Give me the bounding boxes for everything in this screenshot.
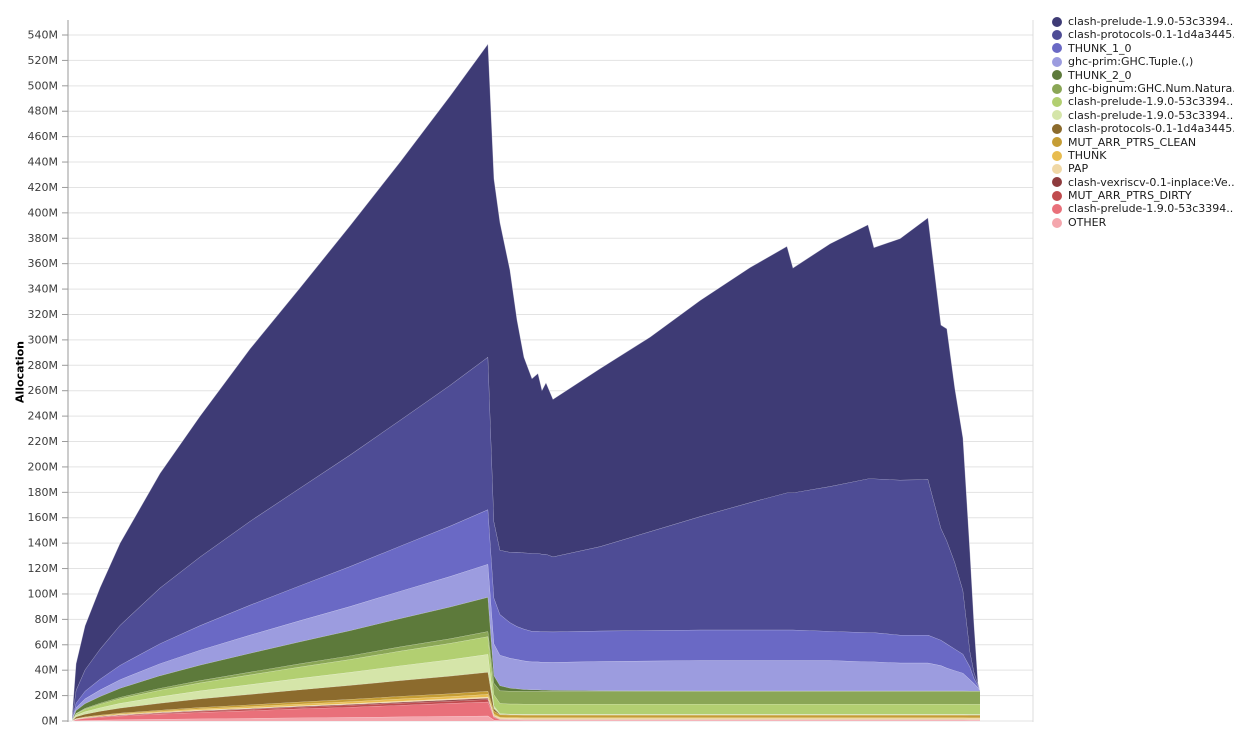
area-series-7	[72, 654, 980, 721]
area-top-edge	[71, 42, 981, 718]
y-tick-label: 540M	[28, 29, 59, 42]
y-tick-label: 380M	[28, 232, 59, 245]
y-tick-label: 280M	[28, 359, 59, 372]
legend-item: PAP	[1052, 162, 1234, 175]
y-tick-label: 240M	[28, 410, 59, 423]
y-tick-label: 340M	[28, 283, 59, 296]
legend-label: MUT_ARR_PTRS_CLEAN	[1068, 135, 1197, 149]
legend-swatch-icon	[1052, 123, 1062, 134]
y-tick-label: 260M	[28, 384, 59, 397]
legend-label: OTHER	[1068, 215, 1107, 229]
legend-swatch-icon	[1052, 177, 1062, 188]
legend-item: clash-prelude-1.9.0-53c3394...	[1052, 202, 1234, 215]
legend-swatch-icon	[1052, 163, 1062, 174]
y-tick-label: 140M	[28, 537, 59, 550]
legend: clash-prelude-1.9.0-53c3394... clash-prot…	[1052, 15, 1234, 229]
area-series-15	[72, 715, 980, 721]
area-series-0	[72, 43, 980, 719]
legend-item: clash-prelude-1.9.0-53c3394...	[1052, 15, 1234, 28]
area-series-4	[72, 597, 980, 721]
y-tick-label: 80M	[35, 613, 59, 626]
y-tick-label: 500M	[28, 79, 59, 92]
legend-item: THUNK_2_0	[1052, 69, 1234, 82]
legend-label: THUNK_2_0	[1068, 68, 1132, 82]
legend-item: OTHER	[1052, 216, 1234, 229]
legend-item: clash-prelude-1.9.0-53c3394...	[1052, 109, 1234, 122]
legend-label: clash-prelude-1.9.0-53c3394...	[1068, 108, 1234, 122]
legend-label: MUT_ARR_PTRS_DIRTY	[1068, 189, 1192, 203]
legend-swatch-icon	[1052, 56, 1062, 67]
y-tick-label: 180M	[28, 486, 59, 499]
legend-label: clash-prelude-1.9.0-53c3394...	[1068, 95, 1234, 109]
legend-item: clash-prelude-1.9.0-53c3394...	[1052, 95, 1234, 108]
legend-item: THUNK	[1052, 149, 1234, 162]
legend-swatch-icon	[1052, 110, 1062, 121]
legend-swatch-icon	[1052, 204, 1062, 215]
legend-label: PAP	[1068, 162, 1089, 176]
legend-swatch-icon	[1052, 217, 1062, 228]
y-tick-label: 220M	[28, 435, 59, 448]
y-tick-label: 320M	[28, 308, 59, 321]
y-tick-label: 360M	[28, 257, 59, 270]
y-tick-label: 520M	[28, 54, 59, 67]
legend-label: ghc-bignum:GHC.Num.Natura...	[1068, 81, 1234, 95]
area-series-6	[72, 636, 980, 721]
area-series-5	[72, 631, 980, 721]
legend-item: ghc-prim:GHC.Tuple.(,)	[1052, 55, 1234, 68]
y-tick-label: 20M	[35, 689, 59, 702]
y-tick-label: 460M	[28, 130, 59, 143]
area-series-1	[72, 357, 980, 720]
area-series-9	[72, 691, 980, 721]
legend-item: THUNK_1_0	[1052, 42, 1234, 55]
legend-item: ghc-bignum:GHC.Num.Natura...	[1052, 82, 1234, 95]
legend-swatch-icon	[1052, 43, 1062, 54]
legend-item: clash-protocols-0.1-1d4a3445...	[1052, 122, 1234, 135]
area-series-2	[72, 509, 980, 720]
legend-swatch-icon	[1052, 30, 1062, 41]
legend-item: MUT_ARR_PTRS_DIRTY	[1052, 189, 1234, 202]
y-tick-label: 40M	[35, 664, 59, 677]
legend-label: clash-protocols-0.1-1d4a3445...	[1068, 28, 1234, 42]
y-tick-label: 440M	[28, 156, 59, 169]
legend-label: THUNK	[1068, 148, 1107, 162]
legend-swatch-icon	[1052, 97, 1062, 108]
legend-label: clash-prelude-1.9.0-53c3394...	[1068, 202, 1234, 216]
y-tick-label: 0M	[42, 715, 59, 728]
y-tick-label: 120M	[28, 562, 59, 575]
legend-label: ghc-prim:GHC.Tuple.(,)	[1068, 55, 1194, 69]
legend-label: clash-protocols-0.1-1d4a3445...	[1068, 122, 1234, 136]
y-tick-label: 480M	[28, 105, 59, 118]
legend-swatch-icon	[1052, 83, 1062, 94]
y-tick-label: 160M	[28, 511, 59, 524]
y-tick-label: 400M	[28, 206, 59, 219]
area-series-10	[72, 694, 980, 721]
area-series-3	[72, 564, 980, 721]
y-tick-label: 200M	[28, 460, 59, 473]
legend-item: clash-protocols-0.1-1d4a3445...	[1052, 28, 1234, 41]
legend-label: clash-prelude-1.9.0-53c3394...	[1068, 15, 1234, 28]
area-series-8	[72, 672, 980, 721]
y-tick-label: 420M	[28, 181, 59, 194]
legend-item: MUT_ARR_PTRS_CLEAN	[1052, 136, 1234, 149]
legend-swatch-icon	[1052, 16, 1062, 27]
legend-item: clash-vexriscv-0.1-inplace:Ve...	[1052, 176, 1234, 189]
legend-label: THUNK_1_0	[1068, 41, 1132, 55]
y-tick-label: 60M	[35, 638, 59, 651]
legend-swatch-icon	[1052, 150, 1062, 161]
area-series-13	[72, 699, 980, 721]
area-series-14	[72, 701, 980, 721]
y-tick-label: 300M	[28, 333, 59, 346]
legend-label: clash-vexriscv-0.1-inplace:Ve...	[1068, 175, 1234, 189]
legend-swatch-icon	[1052, 137, 1062, 148]
legend-swatch-icon	[1052, 190, 1062, 201]
y-tick-label: 100M	[28, 587, 59, 600]
legend-swatch-icon	[1052, 70, 1062, 81]
